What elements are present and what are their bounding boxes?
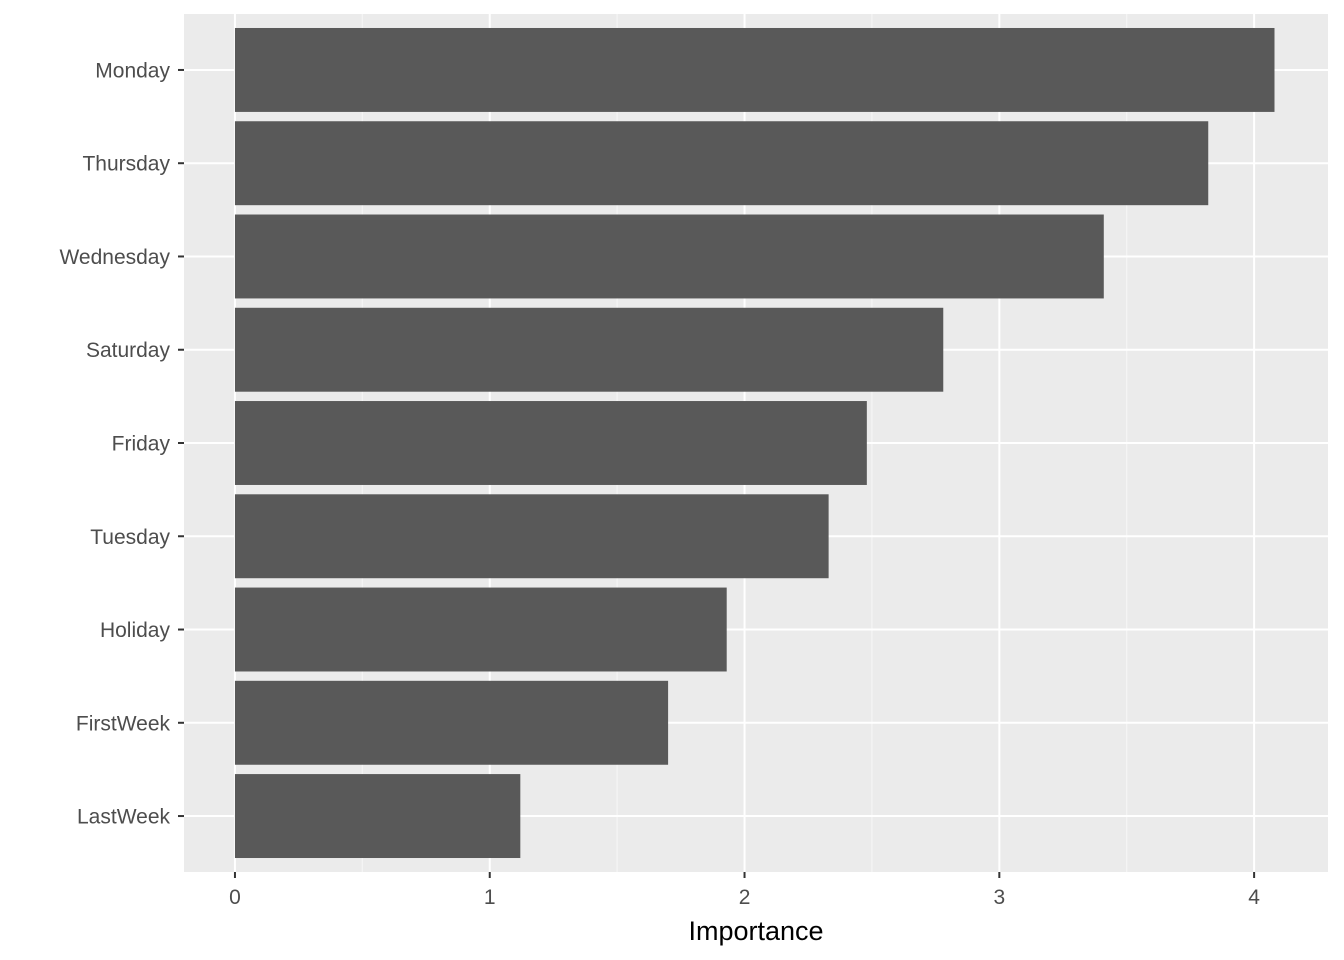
y-tick-label: Thursday	[82, 153, 170, 176]
y-tick-label: Wednesday	[59, 246, 170, 269]
y-tick-label: Saturday	[86, 339, 171, 362]
y-tick-label: FirstWeek	[76, 712, 171, 735]
y-tick-label: Holiday	[100, 619, 171, 642]
y-axis: Monday Thursday Wednesday Saturday Friday Tue…	[59, 59, 184, 829]
bar-holiday	[234, 587, 727, 672]
y-tick-label: Friday	[112, 433, 171, 456]
bar-firstweek	[234, 680, 669, 765]
bar-lastweek	[234, 774, 521, 859]
bar-saturday	[234, 307, 944, 392]
x-axis-title: Importance	[688, 916, 823, 946]
x-tick-label: 0	[229, 886, 241, 909]
x-tick-label: 1	[484, 886, 496, 909]
bar-monday	[234, 27, 1275, 112]
bar-tuesday	[234, 494, 829, 579]
bar-friday	[234, 401, 867, 485]
bar-wednesday	[234, 214, 1104, 299]
x-tick-label: 4	[1248, 886, 1260, 909]
x-axis: 0 1 2 3 4	[229, 872, 1260, 909]
bar-thursday	[234, 121, 1209, 206]
x-tick-label: 3	[993, 886, 1005, 909]
y-tick-label: Tuesday	[90, 526, 170, 549]
bars	[234, 27, 1275, 859]
y-tick-label: Monday	[95, 59, 170, 82]
y-tick-label: LastWeek	[77, 806, 170, 829]
x-tick-label: 2	[739, 886, 751, 909]
